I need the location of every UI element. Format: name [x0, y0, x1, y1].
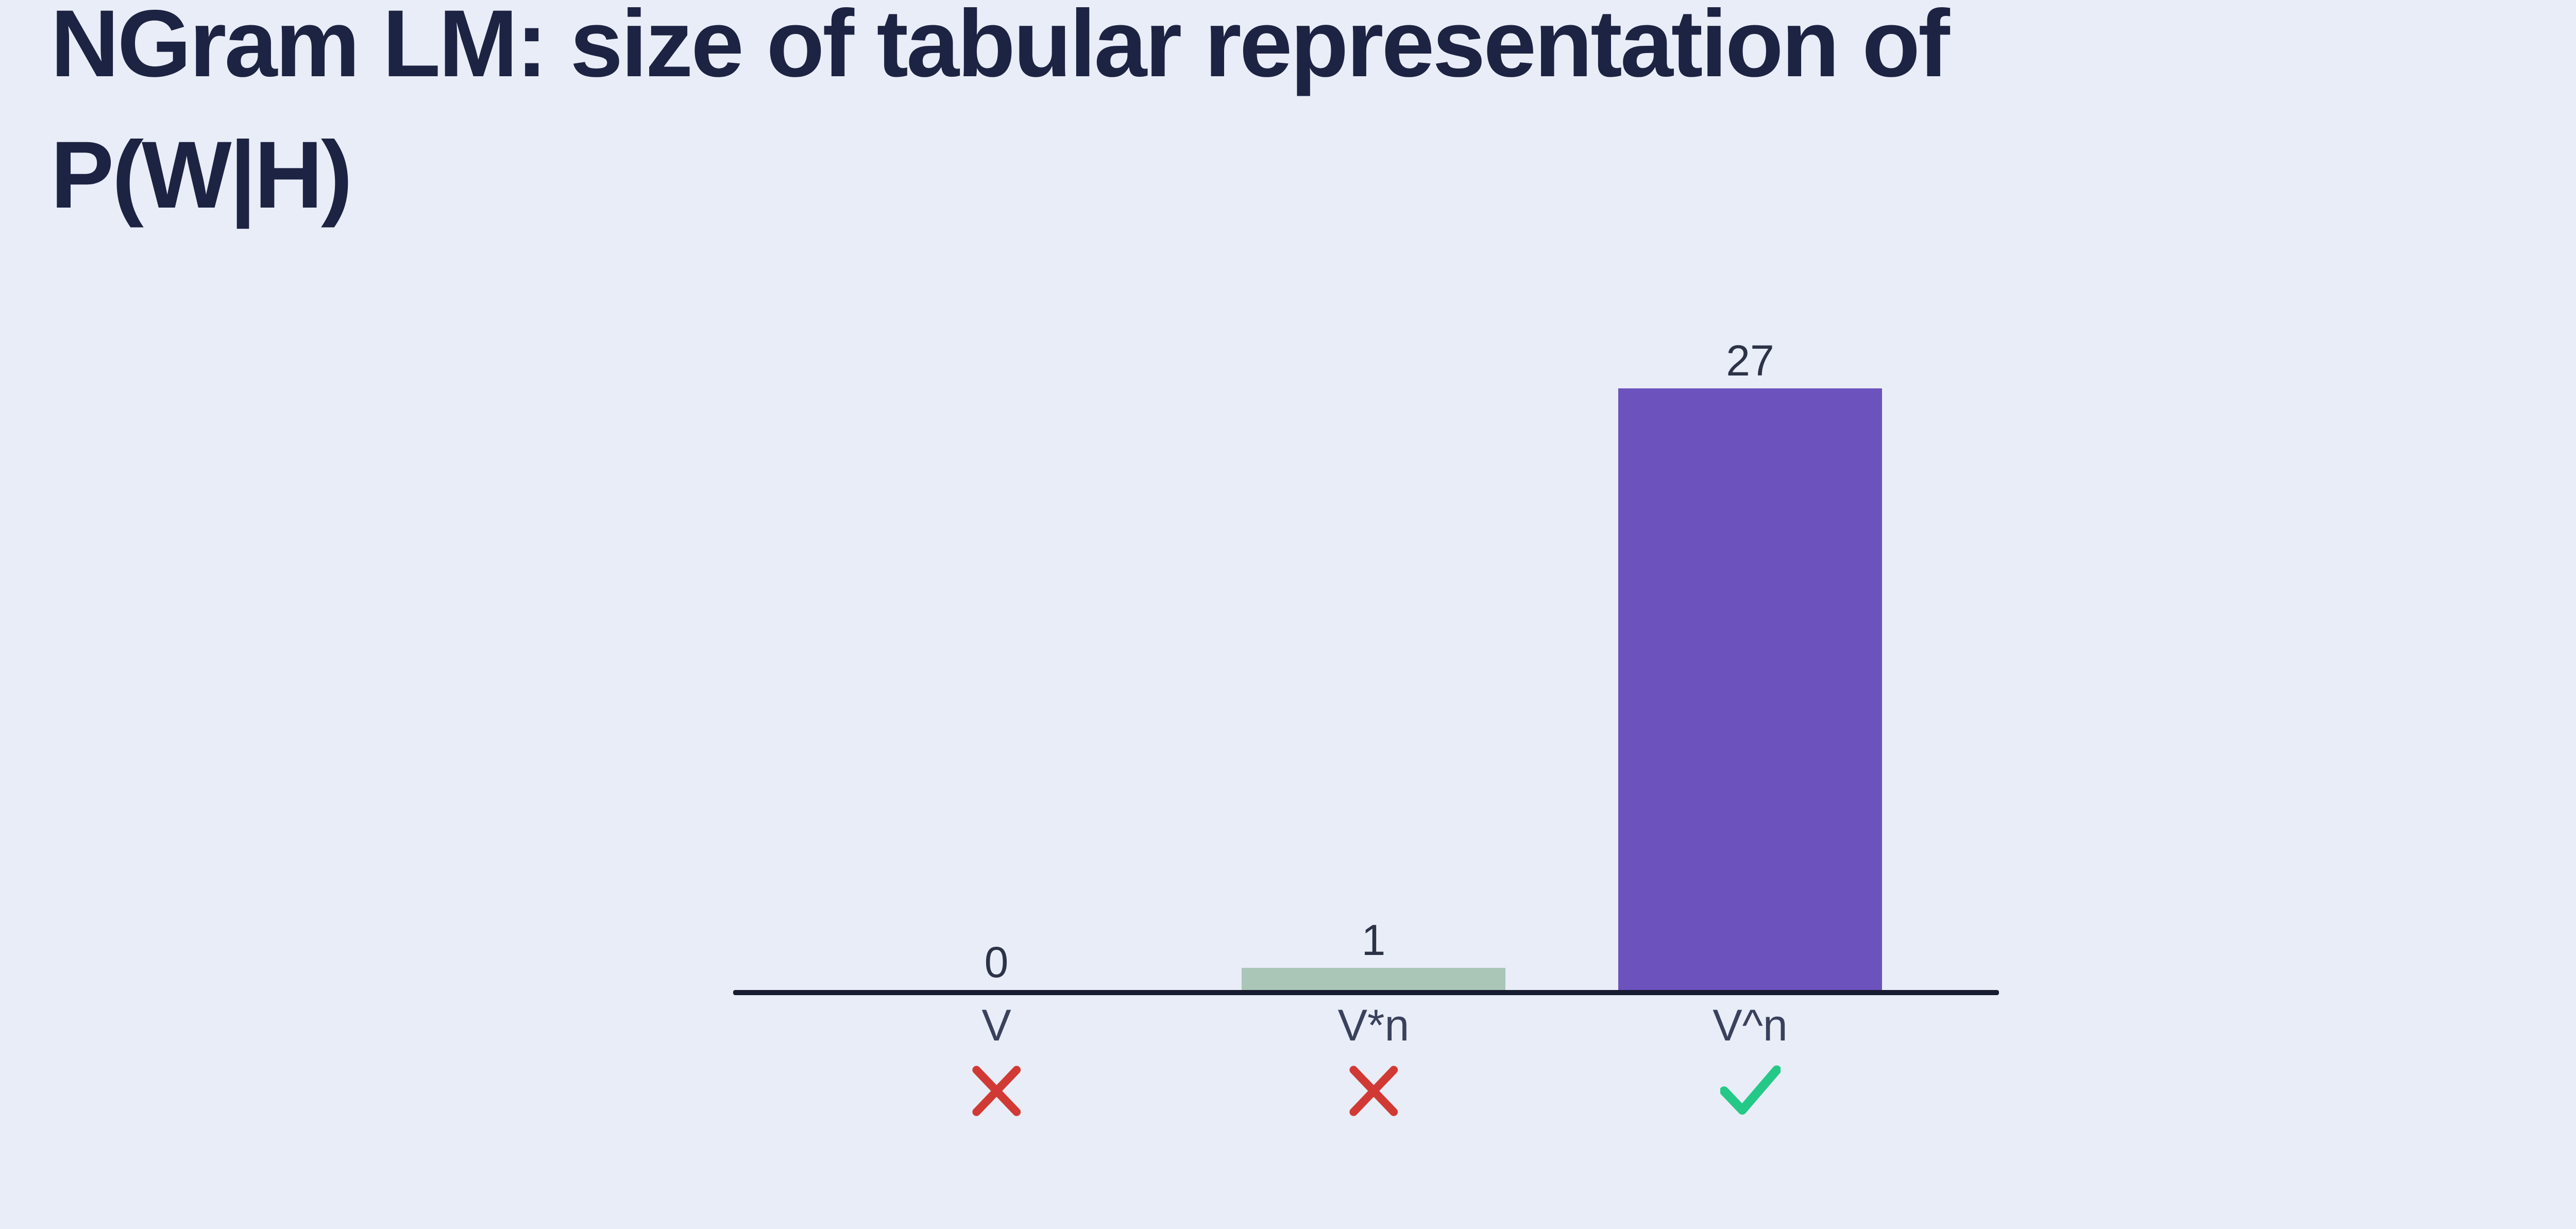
category-label: V — [981, 1001, 1011, 1050]
bar-column: 27 — [1618, 299, 1882, 990]
category-label: V^n — [1713, 1001, 1788, 1050]
bar-column: 1 — [1242, 299, 1505, 990]
page-title: NGram LM: size of tabular representation… — [50, 0, 2369, 242]
title-line-2: P(W|H) — [50, 122, 353, 229]
bar-v-times-n — [1242, 968, 1505, 990]
cross-icon — [972, 1066, 1021, 1116]
bar-value-label: 27 — [1726, 336, 1774, 385]
verdict-mark — [1618, 1062, 1882, 1120]
bar-v-power-n — [1618, 388, 1882, 990]
category-label: V*n — [1337, 1001, 1410, 1050]
check-icon — [1720, 1065, 1781, 1115]
bar-column: 0 — [865, 299, 1128, 990]
bar-value-label: 1 — [1361, 916, 1386, 964]
cross-icon — [1349, 1066, 1398, 1116]
verdict-mark — [1242, 1062, 1505, 1120]
verdict-mark — [865, 1062, 1128, 1120]
title-line-1: NGram LM: size of tabular representation… — [50, 0, 1950, 97]
bar-value-label: 0 — [984, 938, 1009, 986]
x-axis-line — [733, 990, 1999, 995]
